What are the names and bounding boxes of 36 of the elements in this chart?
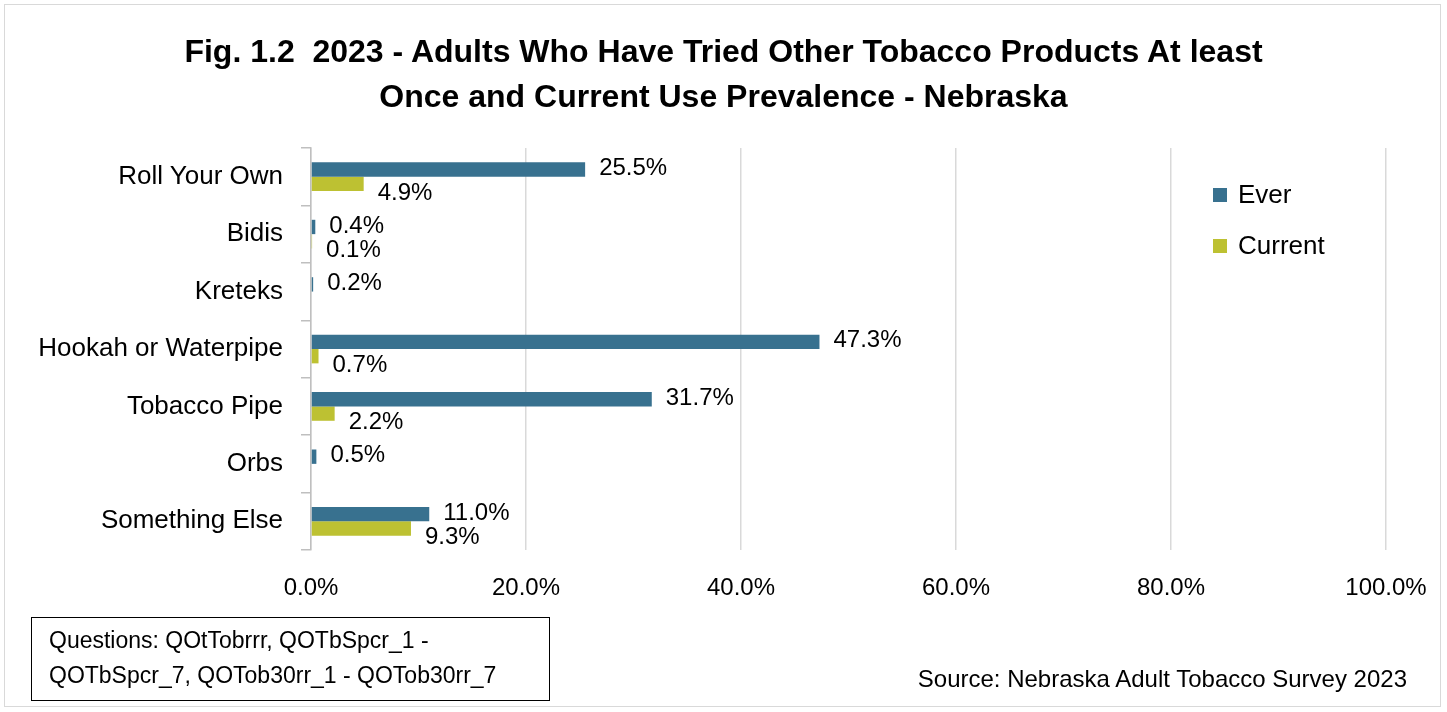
bar (311, 521, 411, 536)
y-tick-label: Bidis (226, 217, 283, 248)
x-tick-label: 80.0% (1136, 573, 1206, 601)
data-label: 4.9% (377, 177, 433, 205)
data-label: 9.3% (424, 522, 480, 550)
bar (311, 349, 319, 364)
data-label: 11.0% (443, 497, 510, 525)
text: Questions: QOtTobrrr, QOTbSpcr_1 - QOTbSpcr_7, QOTob30rr_1 - QOTob30rr_7 (49, 626, 498, 690)
data-label: 2.2% (348, 407, 404, 435)
y-tick-label: Hookah or Waterpipe (38, 332, 283, 363)
y-tick-label: Something Else (100, 504, 283, 535)
x-tick-label: 20.0% (491, 573, 561, 601)
bar (311, 176, 364, 192)
bar (311, 392, 652, 407)
bar (311, 162, 586, 177)
bar (311, 334, 820, 349)
y-tick-label: Kreteks (194, 274, 283, 305)
bar (311, 506, 430, 522)
x-tick-label: 60.0% (921, 573, 991, 601)
y-tick-label: Orbs (226, 447, 283, 478)
data-label: 0.7% (332, 349, 388, 377)
y-tick-label: Roll Your Own (118, 159, 283, 190)
x-tick-label: 100.0% (1345, 573, 1427, 601)
chart-title: Fig. 1.2 2023 - Adults Who Have Tried Other Tobacco Products At least Once and Current Use Prevalence - Nebraska (183, 32, 1264, 116)
data-label: 25.5% (599, 153, 668, 181)
data-label: 31.7% (665, 382, 734, 410)
data-label: 0.5% (330, 440, 386, 468)
x-tick-label: 0.0% (283, 573, 339, 601)
x-tick-label: 40.0% (706, 573, 776, 601)
source-note: Source: Nebraska Adult Tobacco Survey 2023 (917, 665, 1407, 693)
bar (311, 406, 335, 421)
data-label: 0.2% (327, 268, 382, 296)
legend-label: Ever (1238, 179, 1292, 210)
legend-label: Current (1238, 230, 1326, 261)
data-label: 47.3% (833, 325, 902, 353)
y-tick-label: Tobacco Pipe (126, 389, 283, 420)
